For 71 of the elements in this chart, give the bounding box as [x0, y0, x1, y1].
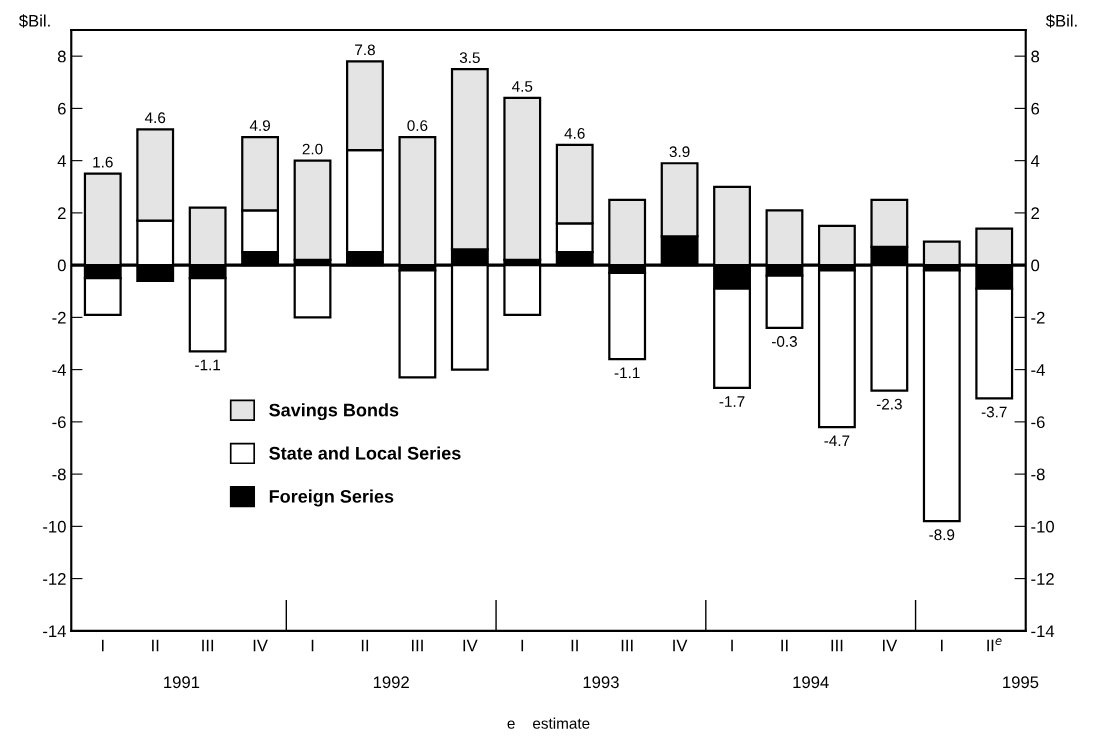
y2-tick-label: -2 [1031, 311, 1045, 324]
text: 1993 [583, 676, 619, 689]
x-tick-label: II [571, 639, 578, 652]
total-label: 4.9 [249, 120, 270, 131]
y2-axis-title: $Bil. [1045, 14, 1077, 28]
x-tick-label: I [311, 639, 314, 652]
total-label: -4.7 [824, 435, 850, 446]
total-label: 4.5 [512, 81, 533, 92]
y-tick-label: -8 [52, 468, 66, 481]
y-tick-label: 0 [57, 259, 66, 272]
y-tick-label: -14 [43, 625, 66, 637]
text: 1991 [164, 676, 200, 689]
total-label: -3.7 [981, 406, 1007, 418]
y2-tick-label: -6 [1031, 416, 1045, 429]
total-label: 0.6 [407, 120, 428, 131]
total-label: -1.1 [614, 367, 640, 379]
y-tick-label: -2 [52, 311, 66, 324]
total-label: -0.3 [771, 336, 797, 347]
y-tick-label: 8 [57, 50, 66, 63]
total-label: -8.9 [929, 529, 955, 541]
y-tick-label: -12 [43, 573, 66, 585]
y2-tick-label: 4 [1030, 155, 1040, 167]
total-label: 4.6 [144, 112, 166, 124]
total-label: 2.0 [302, 143, 323, 155]
x-tick-label: III [621, 639, 633, 652]
y2-tick-label: -12 [1031, 573, 1054, 585]
x-tick-label: II [361, 639, 369, 652]
total-label: 4.6 [564, 128, 585, 139]
x-tick-label: IV [463, 639, 478, 652]
total-label: -1.1 [195, 359, 221, 371]
text: 1992 [373, 676, 409, 689]
total-label: 3.5 [459, 52, 480, 64]
y-axis-title: $Bil. [18, 14, 50, 28]
legend-label: Savings Bonds [269, 403, 399, 421]
text: e estimate [507, 717, 590, 729]
y-tick-label: -6 [52, 416, 66, 429]
text: 1995 [1003, 676, 1039, 689]
y2-tick-label: -10 [1031, 520, 1054, 533]
y-tick-label: -10 [43, 520, 66, 533]
y2-tick-label: 6 [1031, 102, 1040, 115]
y-tick-label: 6 [58, 102, 66, 115]
y2-tick-label: 2 [1031, 207, 1039, 219]
total-label: 3.9 [669, 146, 690, 158]
legend-label: Foreign Series [269, 489, 394, 507]
y2-tick-label: 8 [1031, 50, 1040, 63]
x-tick-label: II$^{e}$ [987, 638, 1002, 652]
x-tick-label: I [941, 639, 943, 652]
text: 1994 [793, 676, 829, 689]
total-label: -1.7 [719, 396, 745, 407]
y2-tick-label: -4 [1031, 364, 1045, 376]
x-tick-label: III [831, 639, 843, 652]
y2-tick-label: -8 [1031, 468, 1045, 481]
x-tick-label: III [412, 639, 423, 652]
total-label: 7.8 [355, 44, 375, 56]
x-tick-label: IV [673, 639, 688, 652]
total-label: -2.3 [876, 398, 902, 410]
x-tick-label: I [731, 639, 733, 652]
x-tick-label: IV [253, 639, 268, 652]
y2-tick-label: 0 [1031, 259, 1040, 272]
y-tick-label: 2 [58, 207, 66, 219]
y-tick-label: 4 [57, 155, 66, 167]
x-tick-label: III [202, 639, 214, 652]
total-label: 1.6 [93, 156, 113, 168]
x-tick-label: IV [883, 639, 898, 652]
x-tick-label: I [521, 639, 524, 652]
y2-tick-label: -14 [1031, 625, 1055, 637]
x-tick-label: I [101, 639, 104, 652]
x-tick-label: II [781, 639, 788, 652]
x-tick-label: II [152, 639, 159, 652]
y-tick-label: -4 [52, 364, 66, 376]
legend-label: State and Local Series [269, 446, 461, 460]
